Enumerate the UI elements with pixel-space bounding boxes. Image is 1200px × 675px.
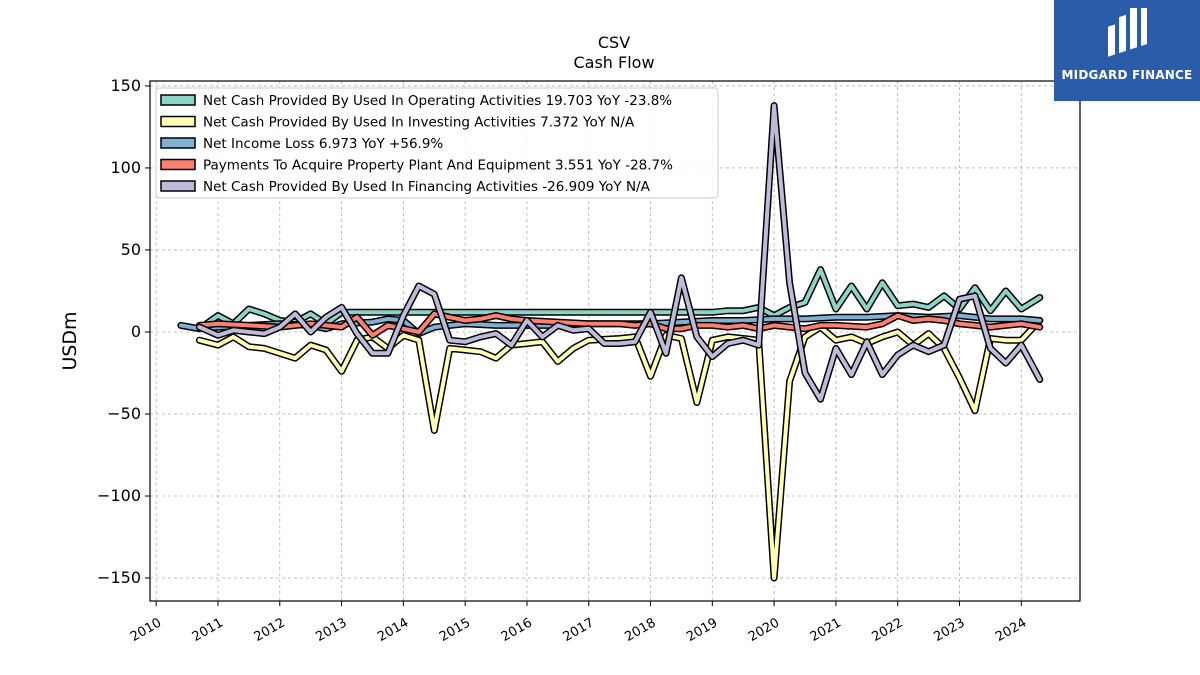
brand-logo: MIDGARD FINANCE — [1054, 0, 1200, 101]
x-tick-label: 2017 — [561, 615, 597, 645]
x-tick-label: 2015 — [437, 615, 473, 645]
plot-frame — [149, 80, 1081, 602]
y-tick-label: 0 — [131, 322, 141, 341]
legend-swatch — [160, 158, 196, 171]
x-tick-label: 2024 — [993, 615, 1029, 645]
x-tick-label: 2018 — [622, 615, 658, 645]
x-tick-label: 2023 — [931, 615, 967, 645]
legend-entry-label: Payments To Acquire Property Plant And E… — [203, 158, 673, 174]
series-outline — [195, 317, 1044, 582]
chart-title: CSV — [598, 33, 630, 52]
legend-swatch — [160, 115, 196, 128]
x-tick-label: 2016 — [499, 615, 535, 645]
y-tick-label: 150 — [110, 76, 141, 95]
legend: Net Cash Provided By Used In Operating A… — [155, 87, 719, 199]
chart-subtitle: Cash Flow — [573, 53, 654, 72]
legend-entry-label: Net Cash Provided By Used In Operating A… — [203, 93, 672, 109]
y-axis-label: USDm — [59, 311, 81, 370]
x-tick-label: 2021 — [808, 615, 844, 645]
x-tick-label: 2019 — [684, 615, 720, 645]
x-tick-label: 2022 — [870, 615, 906, 645]
legend-swatch — [160, 180, 196, 192]
legend-entry-label: Net Income Loss 6.973 YoY +56.9% — [203, 136, 443, 152]
x-tick-label: 2013 — [313, 615, 349, 645]
x-tick-label: 2020 — [746, 615, 782, 645]
legend-box — [155, 87, 719, 199]
legend-swatch — [160, 137, 196, 149]
legend-entry-label: Net Cash Provided By Used In Investing A… — [203, 115, 635, 131]
y-axis-ticks: 150 100 50 0 −50 −100 −150 — [97, 76, 150, 587]
x-tick-label: 2012 — [252, 615, 288, 645]
series-line — [197, 103, 1042, 402]
series-line — [197, 267, 1042, 331]
y-tick-label: 100 — [110, 158, 141, 177]
x-tick-label: 2011 — [190, 615, 226, 645]
y-tick-label: −100 — [97, 486, 141, 505]
x-axis-ticks: 2010 2011 2012 2013 2014 2015 2016 2017 2018 2019… — [128, 601, 1029, 645]
midgard-logo-icon — [1108, 8, 1147, 57]
x-tick-label: 2014 — [375, 615, 411, 645]
brand-name: MIDGARD FINANCE — [1061, 68, 1193, 82]
x-tick-label: 2010 — [128, 615, 164, 645]
y-tick-label: −150 — [97, 568, 141, 587]
series-lines — [177, 102, 1044, 582]
legend-swatch — [160, 94, 196, 106]
legend-entry-label: Net Cash Provided By Used In Financing A… — [203, 179, 651, 195]
y-tick-label: −50 — [107, 404, 141, 423]
y-tick-label: 50 — [121, 240, 141, 259]
series-line — [197, 318, 1042, 580]
